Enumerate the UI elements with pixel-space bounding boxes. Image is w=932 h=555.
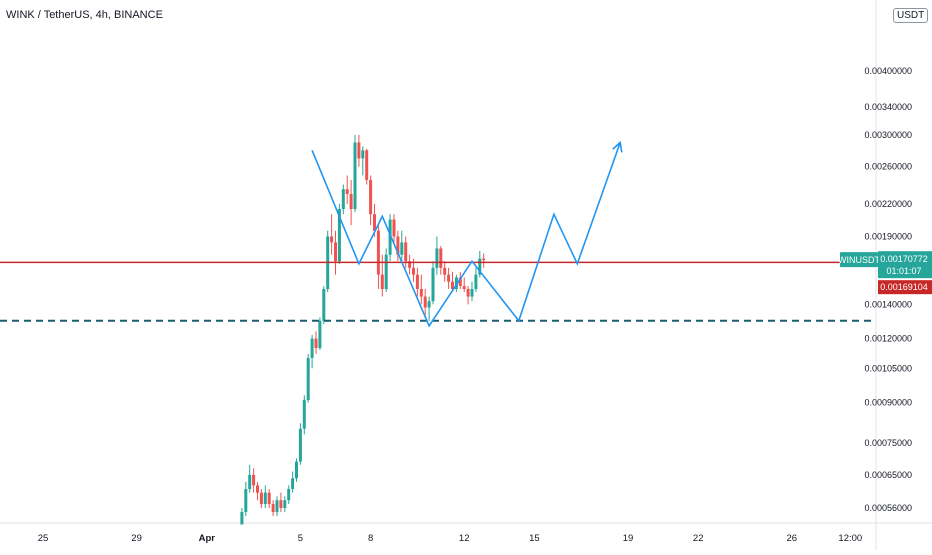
- red-line-price-value: 0.00169104: [880, 282, 928, 292]
- projection-path: [311, 142, 621, 328]
- candle-body: [252, 474, 256, 486]
- candle-body: [404, 242, 408, 262]
- x-tick-label: 8: [368, 533, 373, 544]
- candle-body: [341, 189, 345, 209]
- candle-body: [392, 219, 396, 237]
- red-line-price-tag: [878, 280, 932, 295]
- candle-body: [365, 150, 369, 180]
- candle-body: [240, 512, 244, 525]
- y-tick-label: 0.00190000: [864, 231, 912, 241]
- candle-body: [427, 301, 431, 308]
- candle-body: [373, 214, 376, 231]
- candle-body: [244, 488, 248, 513]
- projection-arrowhead: [612, 140, 623, 153]
- candle-body: [415, 274, 419, 290]
- candle-body: [349, 193, 353, 209]
- candle-body: [330, 236, 334, 243]
- candle-body: [295, 461, 298, 479]
- y-tick-label: 0.00065000: [864, 470, 912, 480]
- last-price-tag: [878, 251, 932, 279]
- y-tick-label: 0.00056000: [864, 503, 912, 513]
- candle-body: [298, 428, 302, 462]
- candle-body: [478, 258, 482, 275]
- candle-body: [443, 267, 447, 275]
- y-tick-label: 0.00300000: [864, 130, 912, 140]
- y-tick-label: 0.00400000: [864, 66, 912, 76]
- y-tick-label: 0.00120000: [864, 334, 912, 344]
- candle-body: [412, 267, 415, 275]
- candle-body: [419, 289, 423, 297]
- candle-body: [470, 289, 474, 297]
- candle-body: [314, 338, 318, 349]
- x-tick-label: 22: [693, 533, 704, 544]
- y-tick-label: 0.00090000: [864, 398, 912, 408]
- last-price-value: 0.00170772: [880, 254, 928, 264]
- candle-body: [306, 357, 310, 401]
- x-tick-label: 29: [131, 533, 142, 544]
- x-tick-label: 26: [787, 533, 798, 544]
- candle-body: [482, 258, 486, 261]
- candle-body: [334, 242, 337, 262]
- countdown-value: 01:01:07: [886, 266, 921, 276]
- x-tick-label: 5: [298, 533, 303, 544]
- candle-body: [267, 492, 271, 505]
- currency-button[interactable]: USDT: [893, 8, 929, 23]
- candle-body: [376, 230, 380, 275]
- x-tick-label: 15: [529, 533, 540, 544]
- candle-body: [423, 296, 427, 308]
- candle-body: [388, 219, 392, 255]
- candle-body: [447, 274, 451, 282]
- candle-body: [275, 500, 279, 513]
- candle-body: [271, 504, 275, 513]
- candle-body: [318, 320, 322, 349]
- candle-body: [291, 478, 295, 489]
- x-tick-label: Apr: [199, 533, 216, 544]
- y-tick-label: 0.00075000: [864, 438, 912, 448]
- candle-body: [353, 142, 357, 209]
- candle-body: [400, 242, 404, 255]
- candle-body: [380, 274, 384, 290]
- candle-body: [369, 179, 373, 215]
- x-tick-label: 12: [459, 533, 470, 544]
- candle-body: [256, 485, 259, 493]
- candle-body: [454, 277, 458, 290]
- symbol-tag: [840, 252, 878, 268]
- candle-body: [345, 189, 349, 194]
- candle-body: [248, 474, 252, 489]
- x-tick-label: 25: [38, 533, 49, 544]
- candle-body: [357, 142, 361, 159]
- x-tick-label: 12:00: [838, 533, 862, 544]
- candle-body: [451, 281, 454, 290]
- candle-body: [310, 338, 314, 358]
- candle-body: [466, 289, 470, 297]
- y-tick-label: 0.00260000: [864, 162, 912, 172]
- y-tick-label: 0.00340000: [864, 102, 912, 112]
- candle-body: [287, 488, 291, 501]
- candle-body: [322, 289, 326, 321]
- candle-body: [458, 277, 462, 287]
- candle-body: [361, 150, 365, 159]
- candle-body: [279, 500, 283, 508]
- candle-body: [431, 267, 435, 302]
- candle-body: [259, 492, 263, 505]
- candle-body: [435, 248, 439, 268]
- candle-body: [384, 254, 388, 290]
- y-tick-label: 0.00105000: [864, 363, 912, 373]
- candle-body: [462, 286, 466, 290]
- candle-body: [283, 500, 287, 508]
- candle-body: [474, 274, 478, 290]
- candle-body: [263, 492, 267, 505]
- chart-title: WINK / TetherUS, 4h, BINANCE: [6, 9, 163, 21]
- candle-body: [337, 208, 341, 262]
- candle-body: [396, 236, 400, 255]
- y-tick-label: 0.00220000: [864, 199, 912, 209]
- y-tick-label: 0.00140000: [864, 299, 912, 309]
- candle-body: [302, 400, 306, 429]
- x-tick-label: 19: [623, 533, 634, 544]
- candle-body: [408, 261, 412, 268]
- candle-body: [439, 248, 443, 268]
- symbol-tag-label: WINUSDT: [838, 255, 880, 265]
